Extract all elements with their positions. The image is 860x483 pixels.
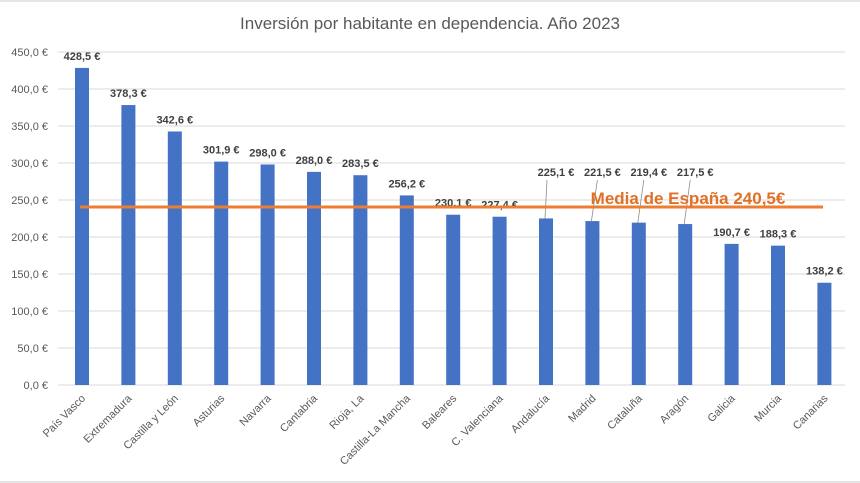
leader-line	[544, 179, 548, 219]
x-tick-label: Andalucía	[509, 392, 553, 436]
y-tick-label: 450,0 €	[11, 47, 48, 59]
x-tick-label: Asturias	[191, 392, 228, 429]
data-label: 256,2 €	[388, 178, 425, 190]
x-tick-label: Cataluña	[605, 392, 645, 432]
bar	[167, 131, 182, 385]
x-tick-label: Murcia	[752, 392, 784, 424]
data-label: 190,7 €	[713, 227, 750, 239]
y-axis-ticks: 0,0 € 50,0 € 100,0 € 150,0 € 200,0 € 250,0 € 3…	[11, 47, 48, 392]
data-label: 298,0 €	[249, 147, 286, 159]
data-label: 217,5 €	[677, 167, 714, 179]
x-tick-label: Navarra	[238, 392, 275, 429]
bar	[121, 105, 136, 386]
bar	[631, 222, 646, 385]
leader-line	[683, 179, 691, 225]
bar	[771, 245, 785, 385]
y-tick-label: 150,0 €	[11, 269, 48, 281]
y-tick-label: 400,0 €	[11, 84, 48, 96]
average-label: Media de España 240,5€	[591, 189, 786, 208]
data-label: 138,2 €	[806, 266, 843, 278]
y-tick-label: 100,0 €	[11, 306, 48, 318]
leader-line	[591, 179, 598, 222]
data-label: 288,0 €	[296, 155, 333, 167]
data-label: 378,3 €	[110, 88, 147, 100]
bar	[446, 214, 461, 385]
bar	[492, 216, 507, 385]
x-tick-label: Canarias	[791, 392, 831, 432]
y-tick-label: 300,0 €	[11, 158, 48, 170]
bars	[75, 67, 832, 386]
x-tick-label: Aragón	[658, 393, 692, 427]
bar	[307, 171, 321, 385]
data-label: 188,3 €	[760, 229, 797, 241]
y-tick-label: 50,0 €	[17, 343, 48, 355]
leader-line	[637, 179, 645, 223]
chart-title: Inversión por habitante en dependencia. …	[240, 14, 620, 33]
bar	[75, 67, 89, 385]
leader-lines	[544, 179, 691, 225]
data-label: 283,5 €	[342, 158, 379, 170]
y-tick-label: 0,0 €	[24, 380, 48, 392]
x-tick-label: Rioja, La	[327, 392, 367, 432]
x-tick-label: Galicia	[705, 392, 738, 425]
bar	[817, 282, 832, 385]
data-label: 342,6 €	[156, 114, 193, 126]
data-label: 301,9 €	[203, 145, 240, 157]
y-tick-label: 250,0 €	[11, 195, 48, 207]
data-labels: 428,5 € 378,3 € 342,6 € 301,9 € 298,0 € 288,0…	[64, 51, 843, 278]
bar	[585, 221, 600, 385]
data-label: 225,1 €	[538, 167, 575, 179]
bar	[539, 218, 553, 385]
data-label: 221,5 €	[584, 167, 621, 179]
y-tick-label: 350,0 €	[11, 121, 48, 133]
data-label: 428,5 €	[64, 51, 101, 63]
bar	[260, 164, 275, 385]
y-tick-label: 200,0 €	[11, 232, 48, 244]
x-tick-label: Cantabria	[278, 392, 321, 435]
bar	[399, 195, 414, 385]
x-tick-label: País Vasco	[41, 393, 88, 440]
bar	[724, 243, 739, 385]
bar	[214, 161, 229, 385]
bar	[353, 175, 368, 385]
data-label: 219,4 €	[630, 167, 667, 179]
bar	[678, 224, 693, 385]
x-tick-label: Baleares	[420, 392, 460, 432]
x-tick-label: Madrid	[566, 393, 598, 425]
